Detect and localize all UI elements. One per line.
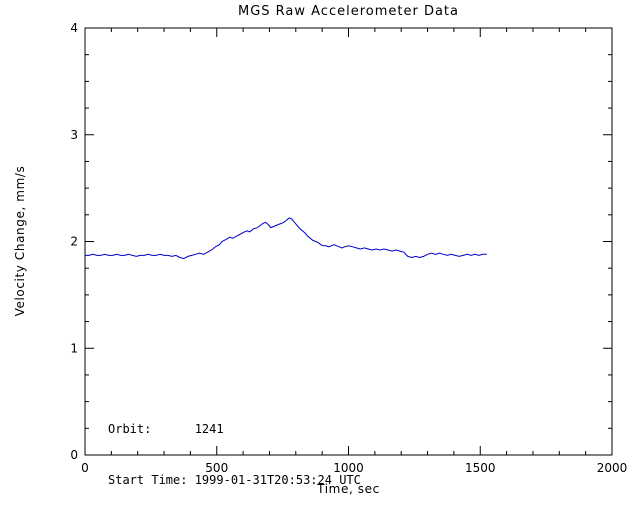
y-tick-label: 1 (70, 341, 78, 355)
x-tick-label: 1000 (333, 461, 364, 475)
x-tick-label: 1500 (465, 461, 496, 475)
y-axis-label: Velocity Change, mm/s (13, 165, 27, 317)
x-tick-label: 2000 (597, 461, 628, 475)
y-tick-label: 3 (70, 128, 78, 142)
y-tick-label: 4 (70, 21, 78, 35)
x-tick-label: 500 (205, 461, 228, 475)
annotation-start-time: Start Time: 1999-01-31T20:53:24 UTC (108, 473, 361, 487)
annotation-orbit: Orbit: 1241 (108, 422, 224, 436)
chart-title: MGS Raw Accelerometer Data (237, 4, 459, 19)
y-tick-label: 2 (70, 235, 78, 249)
annotation-block: Orbit: 1241 Start Time: 1999-01-31T20:53… (108, 387, 361, 512)
velocity-data-line (85, 217, 487, 260)
x-axis-label: Time, sec (317, 482, 380, 496)
y-tick-label: 0 (70, 448, 78, 462)
x-tick-label: 0 (81, 461, 89, 475)
